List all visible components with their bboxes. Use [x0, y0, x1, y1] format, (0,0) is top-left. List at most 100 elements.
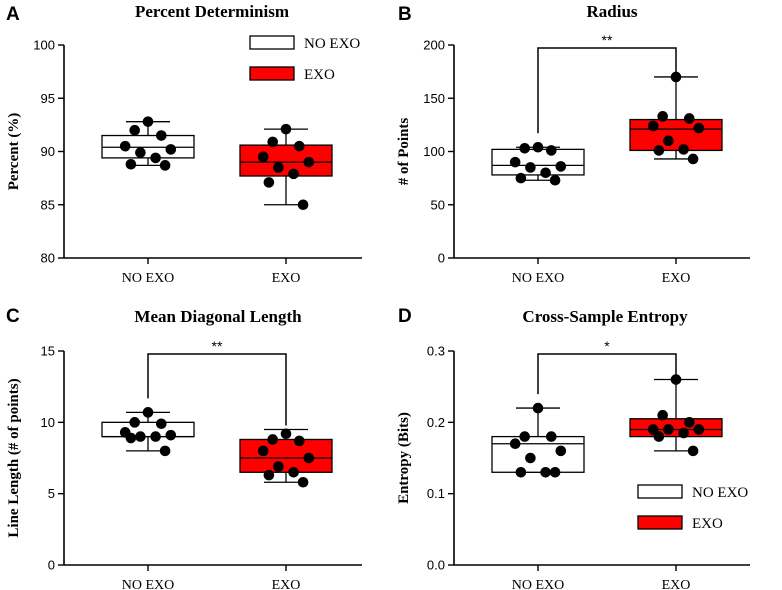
box-exo	[629, 71, 723, 165]
x-tick-label: EXO	[662, 578, 691, 590]
data-point	[684, 417, 695, 428]
bracket-line	[537, 353, 677, 395]
data-point	[519, 143, 530, 154]
data-point	[159, 160, 171, 171]
y-tick-label: 5	[48, 486, 55, 501]
data-point	[142, 116, 154, 127]
iqr-box	[629, 418, 723, 438]
y-axis-label: Entropy (Bits)	[396, 412, 412, 504]
y-tick-label: 0	[48, 558, 55, 573]
y-axis-label: Percent (%)	[6, 113, 22, 191]
data-point	[156, 130, 167, 141]
data-point	[165, 429, 177, 441]
legend-swatch	[637, 515, 683, 530]
data-point	[546, 431, 557, 442]
y-tick-label: 80	[41, 251, 55, 266]
data-point	[280, 123, 292, 135]
chart-title: Mean Diagonal Length	[134, 307, 302, 326]
data-point	[156, 418, 167, 430]
data-point	[657, 409, 668, 421]
data-point	[150, 152, 161, 164]
y-tick-label: 0.3	[427, 344, 445, 359]
chart-title: Cross-Sample Entropy	[522, 307, 688, 326]
data-point	[135, 431, 146, 442]
data-point	[678, 427, 689, 439]
data-point	[532, 141, 544, 153]
legend-label: NO EXO	[304, 36, 360, 52]
panel-letter: D	[398, 306, 412, 327]
data-point	[555, 445, 567, 457]
bracket-line	[147, 353, 287, 426]
y-tick-label: 50	[431, 197, 445, 212]
data-point	[280, 428, 292, 440]
legend: NO EXO EXO	[637, 484, 748, 532]
data-point	[525, 452, 536, 464]
data-point	[657, 111, 668, 122]
legend-swatch	[249, 66, 295, 81]
data-point	[257, 151, 269, 163]
box-exo	[239, 428, 333, 488]
data-point	[150, 431, 161, 442]
y-axis-label: Line Length (# of points)	[6, 378, 22, 537]
y-tick-label: 85	[41, 197, 55, 212]
panel-letter: C	[6, 306, 20, 327]
data-point	[549, 174, 561, 186]
data-point	[509, 156, 521, 168]
data-point	[519, 431, 530, 442]
significance-bracket: *	[537, 338, 677, 395]
data-point	[119, 140, 131, 152]
data-point	[663, 424, 674, 435]
iqr-box	[239, 438, 333, 473]
data-point	[294, 435, 305, 447]
x-tick-label: NO EXO	[512, 271, 565, 286]
data-point	[670, 71, 682, 83]
data-point	[294, 140, 305, 152]
data-point	[288, 466, 299, 478]
panel-letter: A	[6, 4, 20, 25]
box-no-exo	[491, 402, 585, 478]
data-point	[540, 167, 551, 179]
data-point	[555, 161, 567, 172]
data-point	[159, 445, 171, 457]
y-tick-label: 150	[423, 91, 445, 106]
data-point	[546, 145, 557, 156]
box-exo	[629, 374, 723, 457]
y-tick-label: 0.2	[427, 415, 445, 430]
data-point	[509, 438, 521, 450]
chart-title: Radius	[586, 2, 637, 21]
legend-label: EXO	[692, 516, 723, 532]
iqr-box	[629, 118, 723, 152]
panel-letter: B	[398, 4, 412, 25]
data-point	[297, 199, 309, 211]
data-point	[165, 144, 177, 155]
significance-bracket: **	[147, 338, 287, 426]
y-tick-label: 0.1	[427, 486, 445, 501]
significance-label: *	[604, 338, 610, 354]
iqr-box	[101, 421, 195, 438]
legend-swatch	[249, 35, 295, 50]
iqr-box	[491, 148, 585, 176]
data-point	[297, 476, 309, 488]
panel-d: D Cross-Sample Entropy 0.0 0.1 0.2 0.3 Entropy…	[396, 306, 750, 590]
data-point	[653, 431, 665, 442]
y-tick-label: 0	[438, 251, 445, 266]
data-point	[647, 424, 659, 435]
legend-label: EXO	[304, 67, 335, 83]
y-tick-label: 95	[41, 91, 55, 106]
y-tick-label: 100	[423, 144, 445, 159]
data-point	[273, 461, 284, 472]
data-point	[678, 144, 689, 155]
x-tick-label: NO EXO	[122, 271, 175, 286]
x-tick-label: EXO	[272, 578, 301, 590]
data-point	[142, 407, 154, 418]
x-tick-label: EXO	[272, 271, 301, 286]
data-point	[693, 424, 705, 435]
data-point	[684, 113, 695, 124]
y-tick-label: 15	[41, 344, 55, 359]
legend-swatch	[637, 484, 683, 499]
data-point	[263, 177, 275, 188]
y-tick-label: 0.0	[427, 558, 445, 573]
significance-label: **	[602, 32, 613, 48]
data-point	[515, 172, 527, 184]
